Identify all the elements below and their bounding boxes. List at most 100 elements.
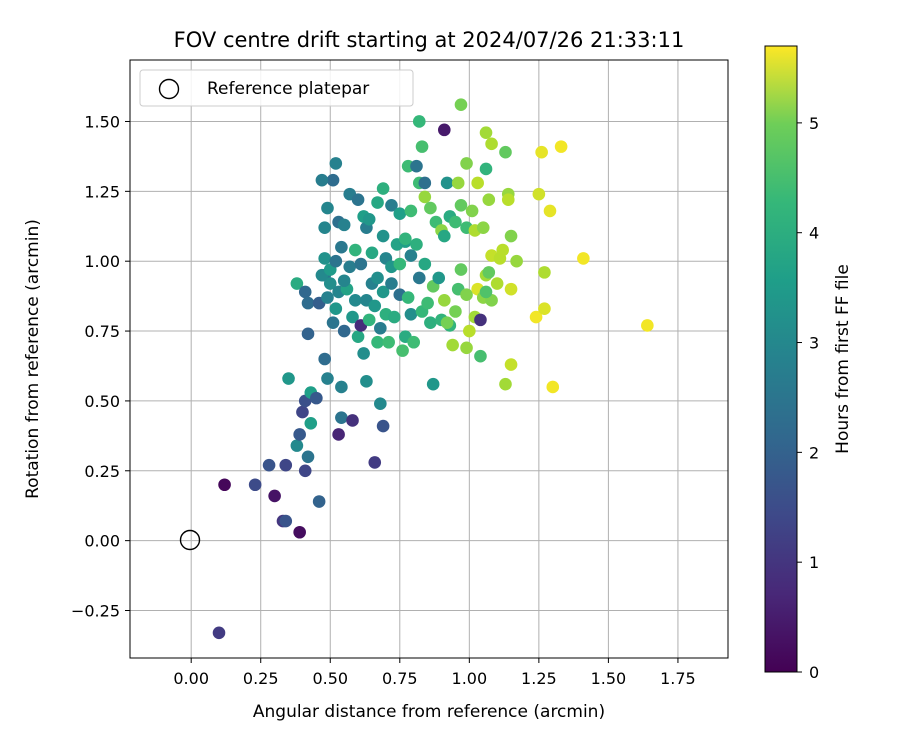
data-point xyxy=(318,352,331,366)
data-point xyxy=(387,310,401,324)
data-point xyxy=(465,204,479,218)
y-tick-label: 0.50 xyxy=(84,392,120,411)
data-point xyxy=(410,238,423,251)
data-point xyxy=(532,187,546,201)
data-point xyxy=(371,271,384,285)
data-point xyxy=(298,285,312,299)
data-point xyxy=(437,123,451,137)
data-point xyxy=(282,372,295,385)
data-point xyxy=(529,310,543,324)
grid-lines xyxy=(130,60,728,658)
data-point xyxy=(479,126,493,139)
y-tick-label: 0.25 xyxy=(84,462,120,481)
data-point xyxy=(510,254,523,268)
data-point xyxy=(412,115,426,128)
y-tick-label: −0.25 xyxy=(71,601,120,620)
chart-title: FOV centre drift starting at 2024/07/26 … xyxy=(174,28,685,52)
data-point xyxy=(437,229,451,243)
data-point xyxy=(479,285,493,299)
legend-box xyxy=(139,69,414,107)
data-point xyxy=(479,162,493,176)
x-tick-label: 0.75 xyxy=(382,669,418,688)
data-point xyxy=(535,145,548,159)
data-point xyxy=(290,439,304,452)
data-point xyxy=(321,291,334,304)
colorbar-tick-label: 2 xyxy=(809,443,819,462)
data-point xyxy=(315,173,329,187)
data-point xyxy=(554,140,568,153)
data-point xyxy=(577,252,590,265)
data-point xyxy=(641,319,654,332)
data-point xyxy=(335,380,348,394)
data-point xyxy=(332,428,345,441)
data-point xyxy=(362,212,376,226)
data-point xyxy=(543,204,557,218)
data-point xyxy=(499,377,512,391)
data-point xyxy=(337,274,351,288)
legend-entry-reference: Reference platepar xyxy=(207,79,369,99)
data-point xyxy=(382,335,395,349)
colorbar-tick-label: 0 xyxy=(809,663,819,682)
data-point xyxy=(404,249,418,262)
data-point xyxy=(460,341,473,355)
data-point xyxy=(301,296,315,310)
data-point xyxy=(463,324,476,338)
data-point xyxy=(404,307,418,321)
data-point xyxy=(318,221,331,234)
colorbar-tick-label: 1 xyxy=(809,553,819,572)
x-tick-label: 0.00 xyxy=(173,669,209,688)
data-point xyxy=(504,229,518,243)
data-point xyxy=(440,316,454,329)
data-point xyxy=(290,277,304,290)
data-point xyxy=(454,263,468,276)
data-point xyxy=(407,335,421,349)
data-point xyxy=(218,478,231,492)
data-point xyxy=(268,489,281,503)
data-point xyxy=(348,294,362,307)
data-point xyxy=(449,215,462,229)
data-point xyxy=(399,232,412,246)
x-tick-label: 1.25 xyxy=(521,669,557,688)
x-tick-label: 1.75 xyxy=(660,669,696,688)
x-tick-label: 0.50 xyxy=(312,669,348,688)
x-axis-label: Angular distance from reference (arcmin) xyxy=(253,702,605,722)
data-point xyxy=(354,257,368,271)
data-point xyxy=(504,282,518,296)
data-point xyxy=(496,243,510,257)
data-point xyxy=(279,514,293,528)
data-point xyxy=(460,157,473,170)
data-point xyxy=(471,176,484,190)
axis-ticks: 0.00 0.25 0.50 0.75 1.00 1.25 1.50 1.75 −0.25 0.0… xyxy=(71,112,696,688)
data-point xyxy=(298,464,312,478)
colorbar-ticks: 0 1 2 3 4 5 xyxy=(797,114,819,682)
data-point xyxy=(538,266,551,279)
data-point xyxy=(374,321,387,335)
data-point xyxy=(368,299,382,313)
data-point xyxy=(346,310,359,324)
y-tick-label: 1.00 xyxy=(84,252,120,271)
data-point xyxy=(393,257,407,271)
data-point xyxy=(415,140,429,153)
data-point xyxy=(318,252,331,265)
colorbar-label: Hours from first FF file xyxy=(833,264,853,454)
data-point xyxy=(301,327,315,341)
legend-marker-icon xyxy=(158,78,180,100)
data-point xyxy=(421,296,434,310)
y-tick-label: 0.00 xyxy=(84,532,120,551)
data-point xyxy=(310,391,323,405)
data-point xyxy=(482,193,496,207)
data-point xyxy=(248,478,262,492)
data-point xyxy=(296,405,309,419)
data-point xyxy=(424,316,437,329)
x-tick-label: 0.25 xyxy=(243,669,279,688)
data-point xyxy=(490,277,504,290)
data-point xyxy=(371,196,384,209)
data-point xyxy=(499,145,512,159)
data-point xyxy=(485,137,498,151)
data-point xyxy=(321,201,334,215)
data-point xyxy=(262,458,276,472)
data-point xyxy=(360,375,373,388)
data-point xyxy=(329,157,343,170)
data-point xyxy=(482,266,496,279)
